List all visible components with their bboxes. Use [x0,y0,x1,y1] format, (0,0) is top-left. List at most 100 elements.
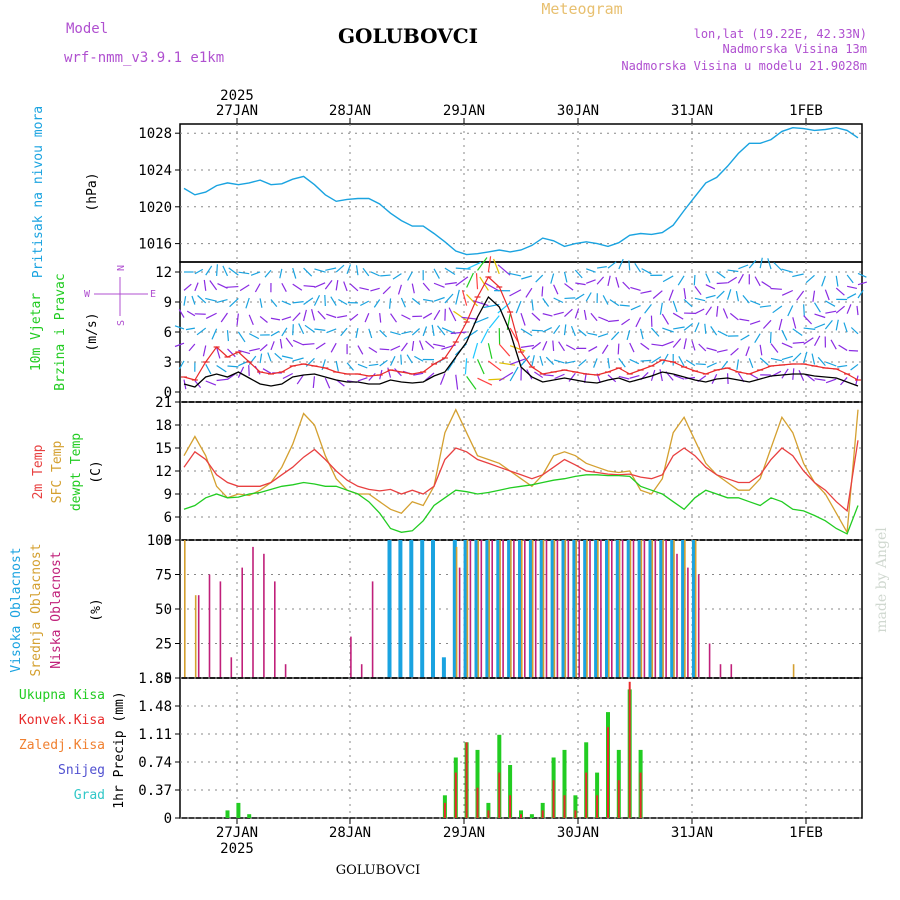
wind-arrow [335,360,339,372]
wind-arrow [279,338,283,349]
wind-arrow [422,282,431,291]
temp-ytick-label: 9 [164,487,172,503]
wind-arrow [205,380,217,386]
meteogram-label: Meteogram [541,0,622,18]
wind-arrow [651,343,663,347]
wind-arrow [602,295,609,305]
wind-arrow [543,374,554,377]
precip-conv-bar [520,814,522,818]
wind-arrow [745,346,750,357]
wind-arrow [302,309,307,322]
wind-arrow [400,342,408,352]
wind-arrow [607,261,617,269]
wind-arrow [578,329,587,337]
wind-arrow [662,340,674,347]
x-tick-bottom: 30JAN [557,825,599,841]
wind-arrow [792,341,805,344]
wind-arrow [237,366,245,378]
wind-arrow [314,328,326,331]
wind-arrow [570,325,576,337]
wind-arrow [270,341,275,351]
wind-arrow [248,333,260,340]
pressure-ytick-label: 1020 [138,200,172,216]
cloud-low-bar [491,540,493,678]
wind-arrow [433,282,445,288]
wind-arrow [370,271,380,277]
cloud-ytick-label: 0 [164,671,172,687]
wind-arrow [748,358,754,369]
wind-arrow [267,352,272,362]
wind-arrow [634,262,642,273]
wind-arrow [407,271,413,281]
wind-arrow [364,313,370,323]
compass-n: N [116,265,127,271]
wind-arrow [618,258,624,270]
wind-arrow [525,287,533,298]
wind-arrow [228,267,239,276]
cloud-low-bar [284,664,287,678]
wind-arrow [411,297,421,305]
cloud-mid-bar [521,540,523,678]
wind-arrow [413,372,424,376]
wind-arrow [846,293,857,299]
wind-arrow [325,267,337,271]
wind-arrow [803,337,814,345]
wind-arrow [542,340,548,351]
wind-arrow [227,348,236,358]
wind-arrow [226,330,229,342]
wind-arrow [324,294,326,307]
wind-arrow [759,357,769,366]
wind-arrow [626,330,631,341]
cloud-low-bar [208,574,211,678]
wind-arrow [185,327,195,331]
cloud-mid-bar [466,540,469,678]
wind-arrow [227,365,239,368]
wind-arrow [439,373,446,385]
wind-arrow [472,342,479,359]
wind-arrow [338,298,348,306]
cloud-high-bar [539,540,544,678]
wind-arrow [813,335,821,347]
wind-arrow [390,331,401,336]
wind-arrow [740,334,750,341]
wind-arrow [706,362,717,368]
wind-arrow [203,279,207,291]
wind-arrow [292,283,303,291]
precip-conv-bar [628,681,631,818]
cloud-mid-bar [608,540,610,678]
wind-arrow [835,305,845,314]
wind-arrow [607,357,610,369]
wind-arrow [685,359,696,367]
cloud-high-bar [659,540,664,678]
wind-arrow [419,340,424,351]
precip-conv-bar [454,772,457,818]
wind-arrow [411,283,415,294]
legend-zaledj: Zaledj.Kisa [19,738,105,753]
wind-arrow [370,287,380,292]
wind-arrow [541,286,544,297]
wind-arrow [292,339,304,346]
wind-arrow [357,345,364,355]
wind-arrow [368,372,376,381]
wind-arrow [330,342,337,353]
wind-arrow [683,298,693,308]
wind-arrow [497,302,511,314]
wind-arrow [279,268,283,279]
cloud-high-bar [398,540,403,678]
wind-arrow [368,328,373,339]
pressure-frame [179,123,863,263]
wind-arrow [659,369,663,382]
wind-arrow [558,341,565,352]
wind-arrow [622,281,631,290]
wind-panel: 0 3 6 9 12 [155,256,867,403]
x-tick-top: 28JAN [329,103,371,119]
temp-ytick-label: 18 [155,418,172,434]
wind-arrow [292,312,301,322]
wind-arrow [296,374,305,385]
wind-arrow [368,346,378,354]
wind-arrow [437,325,446,336]
wind-arrow [565,360,576,364]
wind-arrow [346,264,352,275]
x-tick-top: 27JAN [216,103,258,119]
wind-arrow [178,308,185,318]
